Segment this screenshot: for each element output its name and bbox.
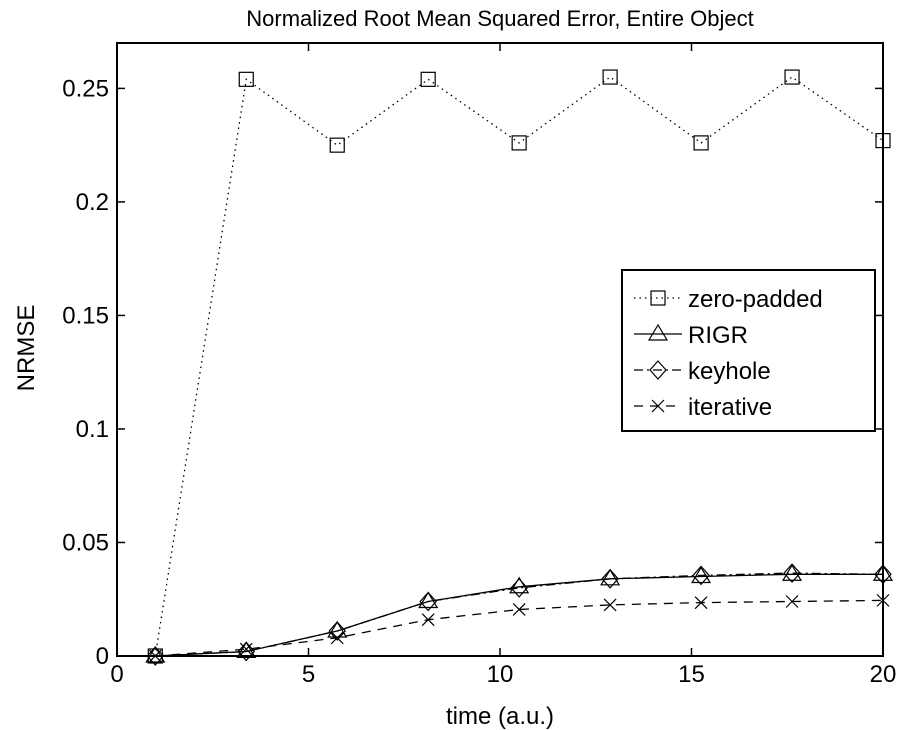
- series-zero-padded: [147, 69, 891, 664]
- x-tick-label: 10: [487, 661, 514, 688]
- y-axis-label: NRMSE: [13, 305, 40, 392]
- data-point-zero-padded: [784, 69, 800, 85]
- legend-marker-iterative: [651, 399, 665, 413]
- legend-label-rigr: RIGR: [688, 322, 748, 349]
- y-tick-label: 0: [96, 643, 109, 670]
- legend-marker-rigr: [647, 323, 669, 341]
- legend-box: [621, 269, 876, 432]
- y-tick-label: 0.2: [76, 189, 109, 216]
- legend-marker-keyhole: [649, 360, 667, 380]
- data-point-rigr: [418, 591, 439, 609]
- series-line-zero-padded: [154, 76, 884, 657]
- data-point-zero-padded: [420, 71, 436, 87]
- legend-label-iterative: iterative: [688, 394, 772, 421]
- data-point-zero-padded: [602, 69, 618, 85]
- y-tick-label: 0.1: [76, 416, 109, 443]
- y-ticks: 0 0.05 0.1 0.15 0.2 0.25: [62, 75, 883, 670]
- series-keyhole: [146, 563, 892, 666]
- data-point-keyhole: [783, 563, 801, 584]
- data-point-iterative: [603, 598, 617, 612]
- x-tick-label: 15: [678, 661, 705, 688]
- data-point-keyhole: [692, 565, 710, 586]
- data-point-keyhole: [510, 577, 528, 598]
- legend-label-zero-padded: zero-padded: [688, 286, 823, 313]
- data-point-zero-padded: [329, 137, 345, 153]
- legend-label-keyhole: keyhole: [688, 358, 771, 385]
- data-point-iterative: [785, 595, 799, 608]
- data-point-keyhole: [328, 621, 347, 641]
- y-tick-label: 0.05: [62, 529, 109, 556]
- data-point-zero-padded: [511, 135, 527, 151]
- data-point-rigr: [145, 645, 166, 663]
- plot-series: [145, 69, 894, 666]
- data-point-rigr: [509, 576, 530, 594]
- legend-marker-zero-padded: [650, 290, 666, 306]
- data-point-iterative: [512, 603, 526, 616]
- data-point-keyhole: [419, 591, 437, 612]
- series-line-iterative: [155, 599, 884, 657]
- y-tick-label: 0.15: [62, 302, 109, 329]
- data-point-keyhole: [146, 646, 165, 666]
- x-tick-label: 0: [110, 661, 123, 688]
- data-point-keyhole: [601, 568, 619, 589]
- series-line-keyhole: [155, 572, 884, 657]
- y-tick-label: 0.25: [62, 75, 109, 102]
- plot-frame: [116, 42, 884, 657]
- data-point-iterative: [330, 631, 344, 645]
- x-axis-label: time (a.u.): [446, 703, 554, 730]
- x-ticks: 0 5 10 15 20: [110, 43, 896, 688]
- x-tick-label: 20: [870, 661, 897, 688]
- data-point-iterative: [694, 596, 708, 610]
- data-point-rigr: [600, 568, 621, 586]
- chart-title: Normalized Root Mean Squared Error, Enti…: [246, 6, 753, 31]
- x-tick-label: 5: [302, 661, 315, 688]
- data-point-iterative: [239, 642, 253, 656]
- data-point-zero-padded: [238, 71, 254, 87]
- data-point-zero-padded: [693, 135, 709, 151]
- data-point-iterative: [421, 613, 435, 627]
- legend: zero-padded RIGR keyhole iterative: [621, 269, 876, 432]
